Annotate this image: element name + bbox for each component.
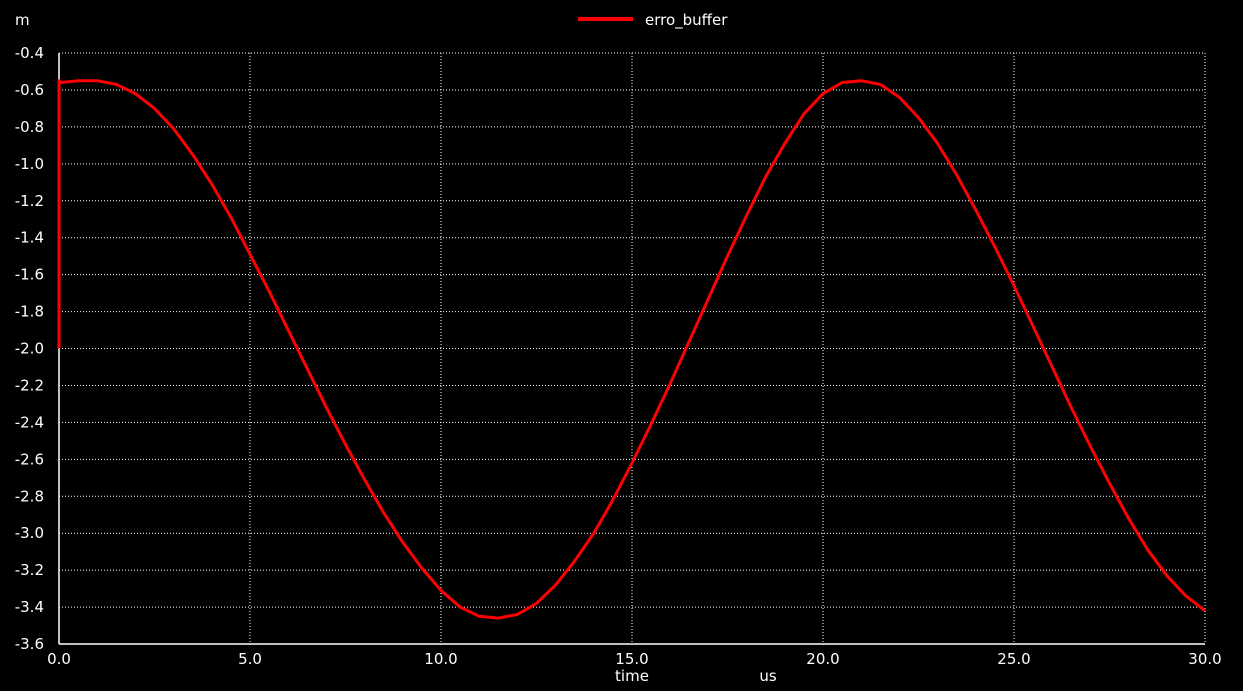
y-tick-label: -2.2	[15, 376, 44, 394]
y-tick-label: -1.6	[15, 266, 44, 284]
x-unit-label: us	[759, 667, 777, 685]
y-tick-label: -2.4	[15, 413, 44, 431]
legend: erro_buffer	[578, 11, 728, 30]
x-tick-label: 15.0	[615, 650, 648, 668]
y-tick-label: -3.0	[15, 524, 44, 542]
y-tick-label: -2.8	[15, 487, 44, 505]
x-tick-label: 30.0	[1188, 650, 1221, 668]
y-tick-label: -1.2	[15, 192, 44, 210]
x-tick-labels: 0.0 5.0 10.0 15.0 20.0 25.0 30.0	[47, 650, 1222, 668]
y-tick-labels: -0.4 -0.6 -0.8 -1.0 -1.2 -1.4 -1.6 -1.8 -2.0 -2.2…	[15, 44, 44, 653]
series-line-erro-buffer	[57, 79, 1206, 620]
y-tick-label: -1.0	[15, 155, 44, 173]
y-tick-label: -1.8	[15, 303, 44, 321]
legend-label-erro-buffer: erro_buffer	[645, 11, 728, 30]
y-tick-label: -2.6	[15, 450, 44, 468]
y-tick-label: -3.4	[15, 598, 44, 616]
y-tick-label: -0.4	[15, 44, 44, 62]
y-tick-label: -2.0	[15, 340, 44, 358]
x-tick-label: 20.0	[806, 650, 839, 668]
x-tick-label: 5.0	[238, 650, 262, 668]
y-tick-label: -0.8	[15, 118, 44, 136]
y-unit-label: m	[15, 11, 30, 29]
y-tick-label: -1.4	[15, 229, 44, 247]
y-tick-label: -3.2	[15, 561, 44, 579]
x-tick-label: 25.0	[997, 650, 1030, 668]
y-tick-label: -0.6	[15, 81, 44, 99]
x-tick-label: 0.0	[47, 650, 71, 668]
x-axis-label: time	[615, 667, 649, 685]
series-layer	[57, 79, 1206, 620]
y-tick-label: -3.6	[15, 635, 44, 653]
x-tick-label: 10.0	[424, 650, 457, 668]
